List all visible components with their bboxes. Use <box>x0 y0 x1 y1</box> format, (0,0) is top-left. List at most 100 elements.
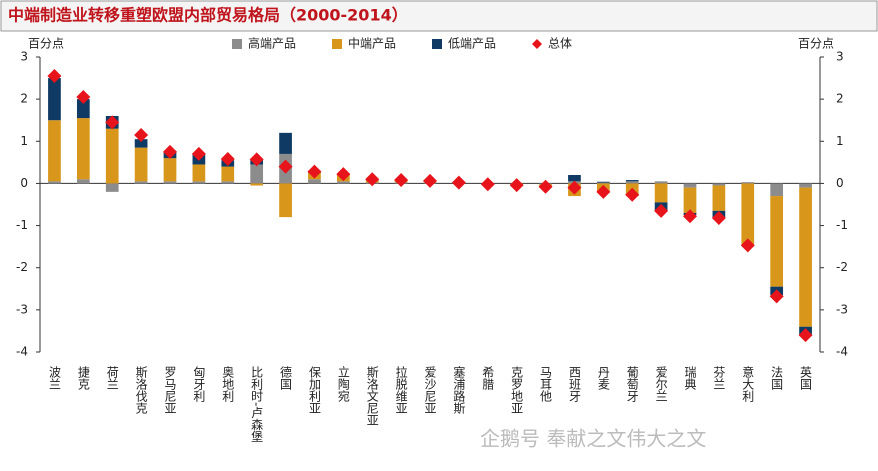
bar-segment <box>625 181 639 184</box>
legend-swatch <box>232 39 242 49</box>
total-marker <box>480 177 495 192</box>
bar-segment <box>48 120 61 182</box>
total-marker <box>740 238 755 253</box>
title-band <box>0 0 878 32</box>
total-marker <box>105 115 120 130</box>
x-tick-label: 爱沙尼亚 <box>423 366 437 414</box>
bar-segment <box>134 147 148 182</box>
y2-tick-label: 3 <box>836 50 844 64</box>
legend-marker <box>532 39 542 49</box>
y-tick-label: 1 <box>20 134 28 148</box>
x-tick-label: 罗马尼亚 <box>163 366 177 414</box>
bar-segment <box>625 180 639 182</box>
x-tick-label: 意大利 <box>741 365 755 402</box>
y-tick-label: -3 <box>16 302 28 316</box>
y2-tick-label: -1 <box>836 218 848 232</box>
x-tick-label: 捷克 <box>76 366 90 391</box>
total-marker <box>336 167 351 182</box>
y-tick-label: -1 <box>16 218 28 232</box>
bar-segment <box>712 183 726 186</box>
legend-swatch <box>332 39 342 49</box>
bar-segment <box>741 182 755 184</box>
bar-segment <box>250 183 264 186</box>
x-tick-label: 斯洛伐克 <box>134 366 148 415</box>
x-tick-label: 希腊 <box>481 365 495 390</box>
legend-swatch <box>432 39 442 49</box>
total-marker <box>76 90 91 105</box>
bar-segment <box>48 78 61 121</box>
total-marker <box>163 144 177 159</box>
bar-segment <box>712 185 726 211</box>
x-tick-label: 匈牙利 <box>192 366 206 402</box>
total-marker <box>711 210 726 225</box>
x-tick-label: 荷兰 <box>105 366 119 390</box>
total-marker <box>798 328 813 343</box>
legend-label: 中端产品 <box>348 36 396 51</box>
bar-segment <box>770 196 784 287</box>
bar-segment <box>134 139 148 148</box>
bar-segment <box>336 181 350 184</box>
total-marker <box>47 68 62 83</box>
bar-segment <box>192 164 206 182</box>
y2-tick-label: -2 <box>836 260 848 274</box>
bar-segment <box>770 183 784 197</box>
y2-tick-label: 2 <box>836 92 844 106</box>
bar-segment <box>654 183 668 203</box>
y2-tick-label: 1 <box>836 134 844 148</box>
legend-label: 低端产品 <box>448 37 496 51</box>
total-marker <box>423 173 437 188</box>
bar-segment <box>134 181 148 184</box>
x-tick-label: 葡萄牙 <box>625 366 639 402</box>
x-tick-label: 丹麦 <box>596 366 610 391</box>
total-marker <box>451 175 466 190</box>
bar-segment <box>76 118 90 180</box>
bar-segment <box>221 181 235 184</box>
bar-segment <box>163 181 177 184</box>
x-tick-label: 斯洛文尼亚 <box>365 366 379 426</box>
x-tick-label: 比利时-卢森堡 <box>250 366 264 443</box>
total-marker <box>307 164 322 179</box>
total-marker <box>625 187 640 202</box>
x-tick-label: 拉脱维亚 <box>394 365 408 414</box>
bar-segment <box>596 182 610 184</box>
bar-segment <box>76 99 90 119</box>
x-tick-label: 波兰 <box>47 366 61 390</box>
total-marker <box>683 209 697 224</box>
y-tick-label: 3 <box>20 50 28 64</box>
y-tick-label: -4 <box>16 345 28 359</box>
total-marker <box>567 180 582 195</box>
total-marker <box>769 289 784 304</box>
legend-label: 总体 <box>548 37 572 51</box>
bar-segment <box>279 132 292 154</box>
y-tick-label: 0 <box>20 176 28 190</box>
bar-segment <box>568 175 581 182</box>
y-tick-label: 2 <box>20 92 28 106</box>
y2-tick-label: -4 <box>836 345 848 359</box>
y2-tick-label: 0 <box>836 176 844 190</box>
total-marker <box>394 173 409 188</box>
bar-segment <box>163 158 177 182</box>
bar-segment <box>799 187 812 327</box>
chart-title: 中端制造业转移重塑欧盟内部贸易格局（2000-2014） <box>8 6 408 25</box>
bar-segment <box>596 181 610 183</box>
total-marker <box>538 179 553 194</box>
total-marker <box>278 159 293 174</box>
x-tick-label: 立陶宛 <box>336 365 350 403</box>
bar-segment <box>192 181 206 184</box>
x-tick-label: 西班牙 <box>567 366 581 402</box>
x-tick-label: 英国 <box>799 366 813 390</box>
x-tick-label: 奥地利 <box>221 366 235 402</box>
y2-tick-label: -3 <box>836 302 848 316</box>
x-tick-label: 克罗地亚 <box>510 366 524 414</box>
bar-segment <box>683 183 697 188</box>
x-tick-label: 塞浦路斯 <box>452 365 466 415</box>
total-marker <box>509 178 524 193</box>
bar-segment <box>799 183 812 188</box>
total-marker <box>191 146 206 161</box>
total-marker <box>365 172 380 187</box>
x-tick-label: 保加利亚 <box>307 366 321 414</box>
total-marker <box>134 127 149 142</box>
bar-segment <box>105 128 119 184</box>
x-tick-label: 法国 <box>770 366 784 390</box>
